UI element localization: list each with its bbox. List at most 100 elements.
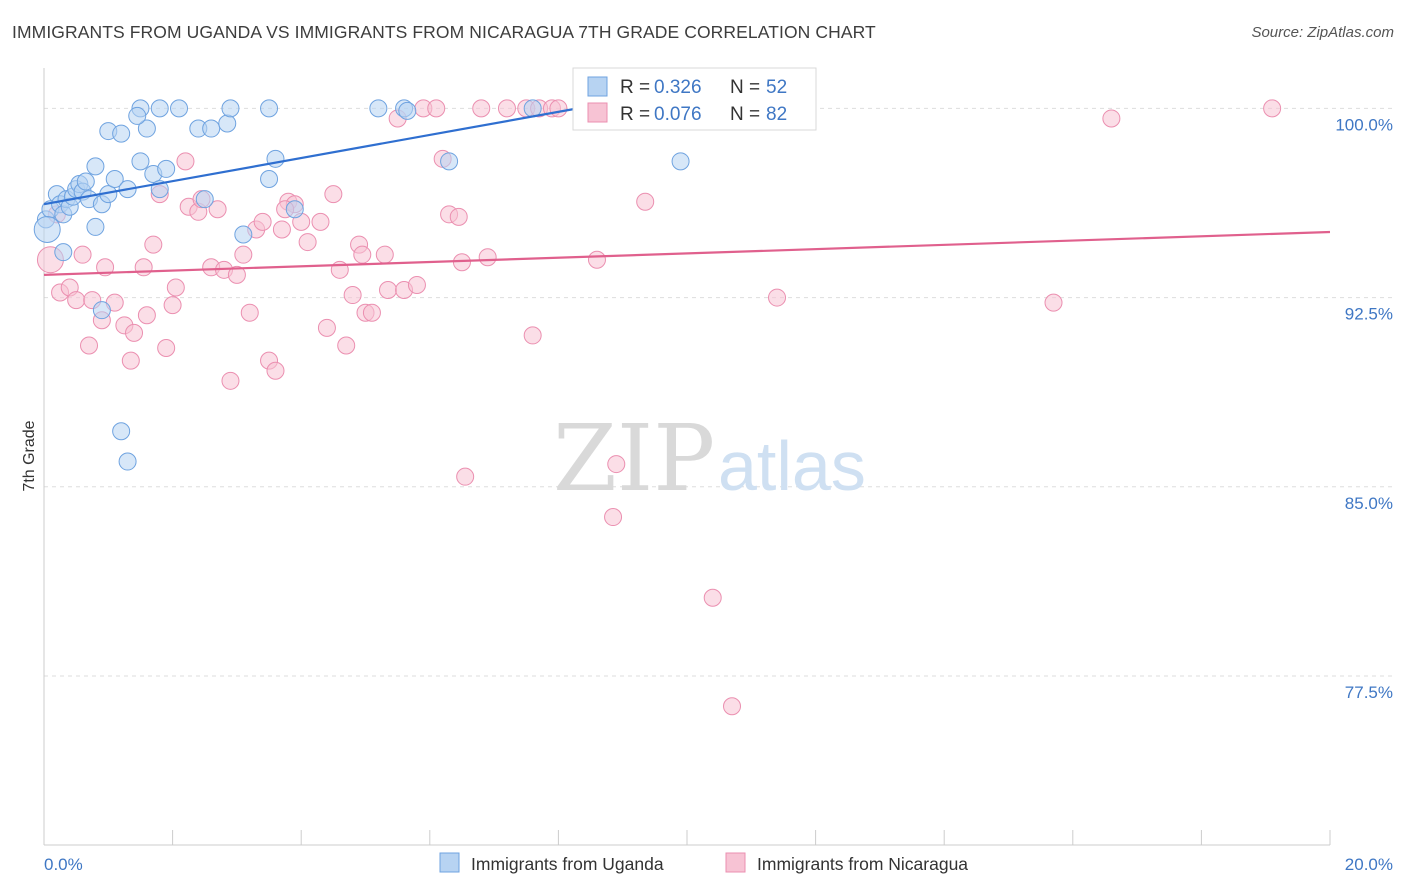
legend-bottom-label-uganda: Immigrants from Uganda bbox=[471, 854, 664, 874]
point-nicaragua bbox=[604, 508, 623, 527]
point-uganda bbox=[202, 119, 221, 138]
point-uganda bbox=[369, 99, 388, 118]
legend-swatch-uganda bbox=[587, 76, 608, 97]
x-tick-label: 0.0% bbox=[44, 855, 83, 874]
point-uganda bbox=[150, 99, 169, 118]
point-nicaragua bbox=[157, 339, 176, 358]
point-nicaragua bbox=[427, 99, 446, 118]
point-nicaragua bbox=[311, 212, 330, 231]
chart-source: Source: ZipAtlas.com bbox=[1251, 24, 1394, 41]
point-nicaragua bbox=[768, 288, 787, 307]
point-nicaragua bbox=[67, 291, 86, 310]
legend-r-value-nicaragua: 0.076 bbox=[654, 104, 702, 125]
point-uganda bbox=[671, 152, 690, 171]
point-nicaragua bbox=[723, 697, 742, 716]
point-nicaragua bbox=[266, 361, 285, 380]
trend-line-uganda bbox=[43, 107, 578, 206]
legend-top: R = 0.326 N = 52 R = 0.076 N = 82 bbox=[572, 67, 817, 131]
series-uganda-points bbox=[33, 99, 690, 471]
point-uganda bbox=[260, 99, 279, 118]
y-tick-label: 77.5% bbox=[1345, 683, 1393, 702]
point-uganda bbox=[170, 99, 189, 118]
y-axis-label: 7th Grade bbox=[21, 420, 38, 491]
point-nicaragua bbox=[1102, 109, 1121, 128]
legend-n-label-nicaragua: N = bbox=[730, 104, 760, 125]
point-uganda bbox=[118, 452, 137, 471]
watermark: ZIP atlas bbox=[553, 405, 866, 512]
point-uganda bbox=[131, 152, 150, 171]
point-uganda bbox=[76, 172, 95, 191]
legend-swatch-nicaragua bbox=[587, 102, 608, 123]
point-nicaragua bbox=[375, 245, 394, 264]
x-tick-labels: 0.0% 20.0% bbox=[44, 855, 1393, 874]
point-nicaragua bbox=[324, 185, 343, 204]
x-tick-label: 20.0% bbox=[1345, 855, 1393, 874]
legend-n-label-uganda: N = bbox=[730, 77, 760, 98]
point-uganda bbox=[128, 106, 147, 125]
point-nicaragua bbox=[137, 306, 156, 325]
point-uganda bbox=[86, 157, 105, 176]
point-uganda bbox=[157, 159, 176, 178]
legend-r-label-nicaragua: R = bbox=[620, 104, 650, 125]
point-nicaragua bbox=[208, 200, 227, 219]
point-nicaragua bbox=[379, 281, 398, 299]
point-nicaragua bbox=[166, 278, 185, 297]
point-nicaragua bbox=[234, 245, 253, 264]
point-nicaragua bbox=[1044, 293, 1063, 312]
point-uganda bbox=[112, 422, 131, 441]
point-nicaragua bbox=[1263, 99, 1282, 118]
watermark-zip: ZIP bbox=[553, 405, 715, 512]
point-nicaragua bbox=[523, 326, 542, 345]
point-nicaragua bbox=[272, 220, 291, 239]
legend-top-box bbox=[572, 67, 817, 131]
y-tick-label: 92.5% bbox=[1345, 305, 1393, 324]
point-nicaragua bbox=[96, 258, 115, 277]
point-nicaragua bbox=[407, 275, 426, 294]
point-uganda bbox=[234, 225, 253, 244]
point-nicaragua bbox=[497, 99, 516, 118]
y-tick-labels: 100.0% 92.5% 85.0% 77.5% bbox=[1335, 115, 1393, 702]
point-nicaragua bbox=[163, 296, 182, 315]
point-uganda bbox=[33, 215, 61, 243]
point-nicaragua bbox=[549, 99, 568, 118]
point-nicaragua bbox=[298, 233, 317, 252]
point-uganda bbox=[285, 200, 304, 219]
point-nicaragua bbox=[456, 467, 475, 486]
point-nicaragua bbox=[73, 245, 92, 264]
chart-title: IMMIGRANTS FROM UGANDA VS IMMIGRANTS FRO… bbox=[12, 22, 876, 42]
point-uganda bbox=[137, 119, 156, 138]
point-nicaragua bbox=[80, 336, 99, 355]
point-uganda bbox=[260, 170, 279, 188]
point-nicaragua bbox=[176, 152, 195, 171]
trend-line-nicaragua bbox=[43, 230, 1331, 276]
point-nicaragua bbox=[353, 245, 372, 264]
point-uganda bbox=[112, 124, 131, 143]
legend-bottom-swatch-nicaragua bbox=[725, 852, 746, 873]
legend-r-value-uganda: 0.326 bbox=[654, 77, 702, 98]
point-nicaragua bbox=[587, 250, 606, 269]
point-nicaragua bbox=[240, 303, 259, 322]
point-uganda bbox=[218, 114, 237, 133]
point-nicaragua bbox=[317, 318, 336, 337]
watermark-atlas: atlas bbox=[718, 427, 866, 505]
point-uganda bbox=[105, 170, 124, 188]
point-uganda bbox=[440, 152, 459, 171]
legend-bottom-label-nicaragua: Immigrants from Nicaragua bbox=[757, 854, 968, 874]
legend-bottom-swatch-uganda bbox=[439, 852, 460, 873]
point-nicaragua bbox=[636, 192, 655, 211]
y-tick-label: 85.0% bbox=[1345, 494, 1393, 513]
legend-n-value-nicaragua: 82 bbox=[766, 104, 787, 125]
legend-r-label-uganda: R = bbox=[620, 77, 650, 98]
point-uganda bbox=[195, 190, 214, 209]
point-nicaragua bbox=[449, 207, 468, 226]
point-nicaragua bbox=[478, 248, 497, 267]
point-uganda bbox=[221, 99, 240, 118]
axes bbox=[43, 68, 1331, 846]
point-nicaragua bbox=[121, 351, 140, 370]
y-tick-label: 100.0% bbox=[1335, 115, 1393, 134]
point-nicaragua bbox=[703, 588, 722, 607]
point-uganda bbox=[54, 243, 73, 262]
legend-n-value-uganda: 52 bbox=[766, 77, 787, 98]
point-nicaragua bbox=[343, 286, 362, 305]
